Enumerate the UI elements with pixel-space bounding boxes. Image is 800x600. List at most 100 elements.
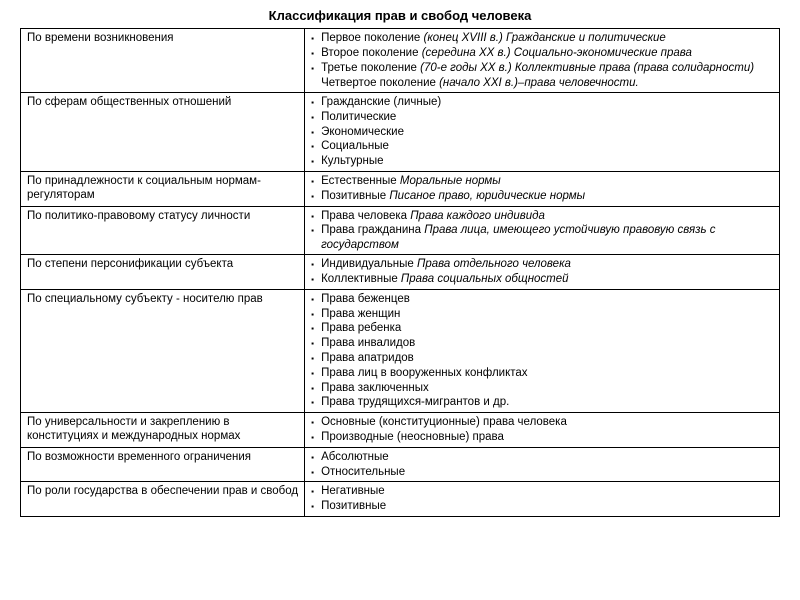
list-item: ▪Права лиц в вооруженных конфликтах: [311, 366, 773, 381]
list-item-text: Права инвалидов: [321, 336, 773, 350]
list-item-text: Абсолютные: [321, 450, 773, 464]
values-cell: ▪Первое поколение (конец XVIII в.) Гражд…: [305, 29, 780, 93]
list-item-text: Первое поколение (конец XVIII в.) Гражда…: [321, 31, 773, 45]
list-item-text: Коллективные Права социальных общностей: [321, 272, 773, 286]
list-item: ▪Производные (неосновные) права: [311, 430, 773, 445]
list-item-text: Третье поколение (70-е годы XX в.) Колле…: [321, 61, 773, 75]
table-row: По универсальности и закреплению в конст…: [21, 413, 780, 448]
list-item: Четвертое поколение (начало XXI в.)–прав…: [311, 76, 773, 90]
list-item: ▪Права заключенных: [311, 381, 773, 396]
criterion-cell: По специальному субъекту - носителю прав: [21, 289, 305, 412]
table-row: По роли государства в обеспечении прав и…: [21, 482, 780, 517]
list-item-text: Гражданские (личные): [321, 95, 773, 109]
list-item: ▪Права инвалидов: [311, 336, 773, 351]
list-item-text: Права ребенка: [321, 321, 773, 335]
list-item: ▪Социальные: [311, 139, 773, 154]
list-item: ▪Права гражданина Права лица, имеющего у…: [311, 223, 773, 252]
values-cell: ▪Основные (конституционные) права челове…: [305, 413, 780, 448]
bullet-icon: ▪: [311, 97, 321, 110]
bullet-icon: ▪: [311, 191, 321, 204]
list-item-text: Права гражданина Права лица, имеющего ус…: [321, 223, 773, 252]
list-item: ▪Второе поколение (середина XX в.) Социа…: [311, 46, 773, 61]
bullet-icon: ▪: [311, 383, 321, 396]
list-item: ▪Культурные: [311, 154, 773, 169]
criterion-cell: По универсальности и закреплению в конст…: [21, 413, 305, 448]
bullet-icon: ▪: [311, 309, 321, 322]
bullet-icon: ▪: [311, 112, 321, 125]
values-cell: ▪Естественные Моральные нормы▪Позитивные…: [305, 172, 780, 207]
bullet-icon: ▪: [311, 294, 321, 307]
bullet-icon: ▪: [311, 353, 321, 366]
list-item: ▪Права женщин: [311, 307, 773, 322]
list-item-text: Основные (конституционные) права человек…: [321, 415, 773, 429]
list-item-text: Права заключенных: [321, 381, 773, 395]
list-item-text: Относительные: [321, 465, 773, 479]
list-item: ▪Индивидуальные Права отдельного человек…: [311, 257, 773, 272]
criterion-cell: По степени персонификации субъекта: [21, 255, 305, 290]
list-item: ▪Естественные Моральные нормы: [311, 174, 773, 189]
page-title: Классификация прав и свобод человека: [20, 8, 780, 24]
bullet-icon: ▪: [311, 368, 321, 381]
bullet-icon: ▪: [311, 33, 321, 46]
list-item: ▪Негативные: [311, 484, 773, 499]
bullet-icon: ▪: [311, 176, 321, 189]
bullet-icon: ▪: [311, 274, 321, 287]
table-row: По сферам общественных отношений▪Граждан…: [21, 93, 780, 172]
table-row: По степени персонификации субъекта ▪Индив…: [21, 255, 780, 290]
list-item: ▪Экономические: [311, 125, 773, 140]
list-item-text: Позитивные Писаное право, юридические но…: [321, 189, 773, 203]
bullet-icon: ▪: [311, 338, 321, 351]
list-item-text: Производные (неосновные) права: [321, 430, 773, 444]
table-row: По времени возникновения ▪Первое поколени…: [21, 29, 780, 93]
list-item-text: Права лиц в вооруженных конфликтах: [321, 366, 773, 380]
bullet-icon: ▪: [311, 467, 321, 480]
list-item: ▪Абсолютные: [311, 450, 773, 465]
bullet-icon: ▪: [311, 141, 321, 154]
bullet-icon: ▪: [311, 486, 321, 499]
list-item: ▪Первое поколение (конец XVIII в.) Гражд…: [311, 31, 773, 46]
bullet-icon: ▪: [311, 432, 321, 445]
criterion-cell: По политико-правовому статусу личности: [21, 206, 305, 255]
values-cell: ▪Права беженцев▪Права женщин▪Права ребен…: [305, 289, 780, 412]
table-row: По специальному субъекту - носителю прав…: [21, 289, 780, 412]
list-item: ▪Основные (конституционные) права челове…: [311, 415, 773, 430]
list-item-text: Права беженцев: [321, 292, 773, 306]
classification-table: По времени возникновения▪Первое поколени…: [20, 28, 780, 517]
criterion-cell: По сферам общественных отношений: [21, 93, 305, 172]
list-item: ▪Права апатридов: [311, 351, 773, 366]
list-item-text: Права женщин: [321, 307, 773, 321]
bullet-icon: ▪: [311, 501, 321, 514]
criterion-cell: По времени возникновения: [21, 29, 305, 93]
table-row: По принадлежности к социальным нормам-ре…: [21, 172, 780, 207]
list-item-text: Второе поколение (середина XX в.) Социал…: [321, 46, 773, 60]
list-item: ▪Позитивные Писаное право, юридические н…: [311, 189, 773, 204]
table-row: По возможности временного ограничения ▪Аб…: [21, 447, 780, 482]
list-item-text: Права апатридов: [321, 351, 773, 365]
list-item-text: Права трудящихся-мигрантов и др.: [321, 395, 773, 409]
values-cell: ▪Негативные▪Позитивные: [305, 482, 780, 517]
list-item: ▪Права трудящихся-мигрантов и др.: [311, 395, 773, 410]
bullet-icon: ▪: [311, 211, 321, 224]
list-item: ▪Права беженцев: [311, 292, 773, 307]
bullet-icon: ▪: [311, 225, 321, 238]
list-item-text: Социальные: [321, 139, 773, 153]
bullet-icon: ▪: [311, 156, 321, 169]
list-item: ▪Позитивные: [311, 499, 773, 514]
list-item-text: Индивидуальные Права отдельного человека: [321, 257, 773, 271]
list-item-text: Экономические: [321, 125, 773, 139]
list-item-text: Культурные: [321, 154, 773, 168]
table-row: По политико-правовому статусу личности▪П…: [21, 206, 780, 255]
bullet-icon: ▪: [311, 417, 321, 430]
criterion-cell: По возможности временного ограничения: [21, 447, 305, 482]
bullet-icon: ▪: [311, 397, 321, 410]
values-cell: ▪Права человека Права каждого индивида▪П…: [305, 206, 780, 255]
list-item: ▪Гражданские (личные): [311, 95, 773, 110]
list-item: ▪Политические: [311, 110, 773, 125]
list-item: ▪Относительные: [311, 465, 773, 480]
criterion-cell: По принадлежности к социальным нормам-ре…: [21, 172, 305, 207]
bullet-icon: ▪: [311, 48, 321, 61]
criterion-cell: По роли государства в обеспечении прав и…: [21, 482, 305, 517]
values-cell: ▪Гражданские (личные)▪Политические▪Эконо…: [305, 93, 780, 172]
list-item: ▪Коллективные Права социальных общностей: [311, 272, 773, 287]
bullet-icon: ▪: [311, 259, 321, 272]
